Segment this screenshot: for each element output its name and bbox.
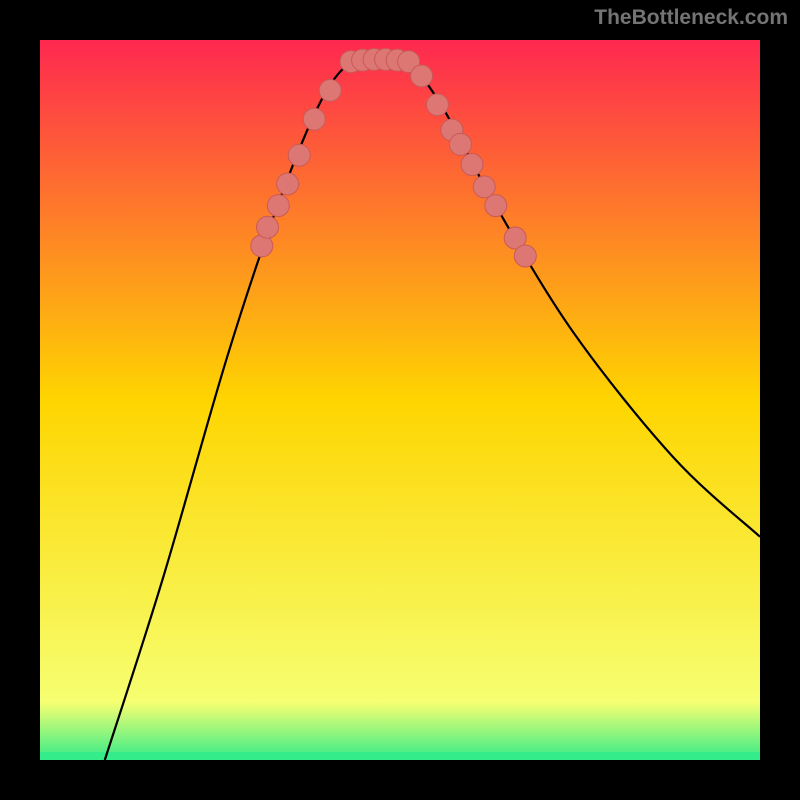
bottleneck-curve xyxy=(105,58,760,760)
marker-left xyxy=(288,144,310,166)
marker-left xyxy=(257,216,279,238)
chart-root: TheBottleneck.com xyxy=(0,0,800,800)
marker-left xyxy=(277,173,299,195)
marker-right xyxy=(411,65,433,87)
marker-right xyxy=(449,133,471,155)
marker-left xyxy=(319,79,341,101)
marker-left xyxy=(267,195,289,217)
marker-left xyxy=(303,108,325,130)
marker-right xyxy=(485,195,507,217)
marker-right xyxy=(426,94,448,116)
marker-right xyxy=(514,245,536,267)
marker-right xyxy=(461,154,483,176)
watermark-text: TheBottleneck.com xyxy=(594,6,788,30)
marker-right xyxy=(473,176,495,198)
curve-svg xyxy=(0,0,800,800)
